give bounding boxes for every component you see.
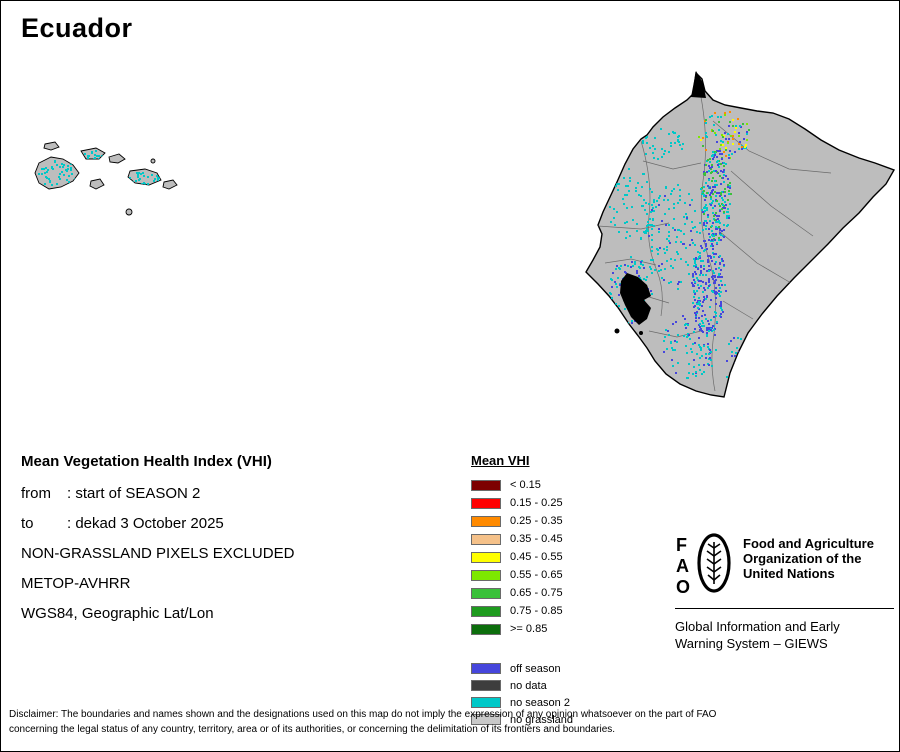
info-block: Mean Vegetation Health Index (VHI) from:… <box>21 453 294 635</box>
island-shape <box>150 158 156 164</box>
fao-divider <box>675 608 894 609</box>
legend-classes: < 0.15 0.15 - 0.25 0.25 - 0.35 0.35 - 0.45 0… <box>471 476 573 638</box>
info-param-row: from : start of SEASON 2 <box>21 485 294 502</box>
legend-swatch <box>471 569 501 581</box>
info-note: METOP-AVHRR <box>21 575 131 592</box>
legend-row: 0.25 - 0.35 <box>471 512 573 530</box>
legend-swatch <box>471 697 501 708</box>
legend-row: no season 2 <box>471 694 573 711</box>
legend-row: 0.65 - 0.75 <box>471 584 573 602</box>
no-data-areas <box>614 71 706 335</box>
disclaimer-line: concerning the legal status of any count… <box>9 724 616 735</box>
legend-swatch <box>471 497 501 509</box>
giews-line: Global Information and Early <box>675 619 840 634</box>
ecuador-mainland-outline <box>585 71 896 398</box>
legend-swatch <box>471 663 501 674</box>
info-param-row: to : dekad 3 October 2025 <box>21 515 294 532</box>
legend-row: 0.55 - 0.65 <box>471 566 573 584</box>
legend-label: no data <box>510 679 547 692</box>
legend-row: >= 0.85 <box>471 620 573 638</box>
fao-org-line: Food and Agriculture <box>743 536 874 551</box>
info-param-label: to <box>21 515 34 532</box>
legend-swatch <box>471 605 501 617</box>
disclaimer: Disclaimer: The boundaries and names sho… <box>9 707 895 737</box>
legend-swatch <box>471 714 501 725</box>
giews-line: Warning System – GIEWS <box>675 636 828 651</box>
legend-row: no grassland <box>471 711 573 728</box>
legend-label: 0.45 - 0.55 <box>510 551 563 563</box>
legend-swatch <box>471 551 501 563</box>
info-note: WGS84, Geographic Lat/Lon <box>21 605 214 622</box>
legend-swatch <box>471 515 501 527</box>
fao-org-line: Organization of the <box>743 551 862 566</box>
legend-extras: off season no data no season 2 no grassland <box>471 660 573 728</box>
fao-logo-icon: F A O <box>676 533 731 596</box>
island-shape <box>162 179 178 190</box>
island-shape <box>125 208 133 216</box>
fao-org-line: United Nations <box>743 566 835 581</box>
island-shape <box>108 153 126 164</box>
svg-text:A: A <box>676 556 689 576</box>
island-shape <box>43 141 60 151</box>
fao-org-name: Food and Agriculture Organization of the… <box>743 536 874 596</box>
legend-label: 0.15 - 0.25 <box>510 497 563 509</box>
info-note: NON-GRASSLAND PIXELS EXCLUDED <box>21 545 295 562</box>
legend-row: 0.15 - 0.25 <box>471 494 573 512</box>
svg-text:O: O <box>676 577 690 596</box>
legend-label: < 0.15 <box>510 479 541 491</box>
legend-row: < 0.15 <box>471 476 573 494</box>
giews-text: Global Information and Early Warning Sys… <box>675 618 895 652</box>
fao-block: F A O Food and Agriculture Organization … <box>675 532 895 652</box>
info-heading: Mean Vegetation Health Index (VHI) <box>21 453 272 470</box>
legend-label: 0.75 - 0.85 <box>510 605 563 617</box>
info-param-value: : dekad 3 October 2025 <box>67 515 224 532</box>
legend-swatch <box>471 623 501 635</box>
info-param-value: : start of SEASON 2 <box>67 485 201 502</box>
legend-row: 0.45 - 0.55 <box>471 548 573 566</box>
legend-swatch <box>471 587 501 599</box>
legend-label: off season <box>510 662 561 675</box>
svg-text:F: F <box>676 535 687 555</box>
legend: Mean VHI < 0.15 0.15 - 0.25 0.25 - 0.35 0.3… <box>471 453 573 728</box>
legend-label: no season 2 <box>510 696 570 709</box>
legend-swatch <box>471 680 501 691</box>
legend-label: 0.65 - 0.75 <box>510 587 563 599</box>
legend-label: >= 0.85 <box>510 623 548 635</box>
legend-label: 0.25 - 0.35 <box>510 515 563 527</box>
legend-row: off season <box>471 660 573 677</box>
island-shape <box>89 178 105 190</box>
legend-swatch <box>471 533 501 545</box>
info-param-label: from <box>21 485 51 502</box>
legend-label: no grassland <box>510 713 573 726</box>
disclaimer-line: Disclaimer: The boundaries and names sho… <box>9 709 717 720</box>
legend-row: 0.35 - 0.45 <box>471 530 573 548</box>
legend-label: 0.35 - 0.45 <box>510 533 563 545</box>
legend-row: 0.75 - 0.85 <box>471 602 573 620</box>
page-title: Ecuador <box>21 13 133 43</box>
vhi-pixel-layer <box>38 111 750 385</box>
legend-label: 0.55 - 0.65 <box>510 569 563 581</box>
legend-title: Mean VHI <box>471 453 530 468</box>
legend-swatch <box>471 479 501 491</box>
legend-row: no data <box>471 677 573 694</box>
info-lines: from : start of SEASON 2 to : dekad 3 Octob… <box>21 485 294 622</box>
